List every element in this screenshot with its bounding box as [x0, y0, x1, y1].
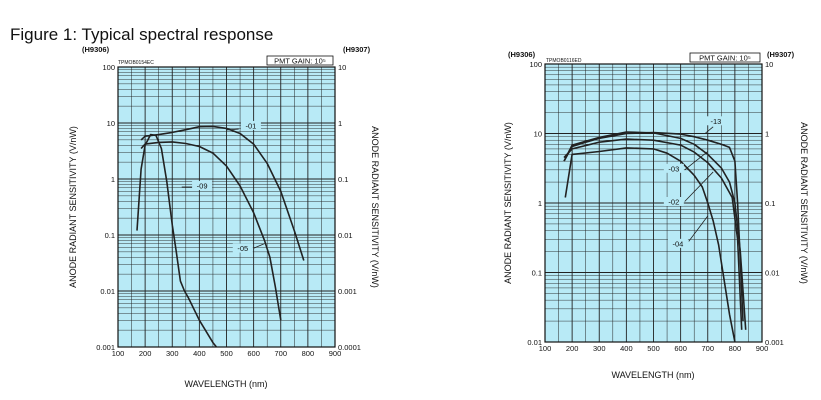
x-tick-label: 400 [620, 344, 633, 353]
y-tick-label-right: 0.1 [338, 175, 348, 184]
y-axis-title-right: ANODE RADIANT SENSITIVITY (V/nW) [799, 122, 809, 284]
x-tick-label: 300 [593, 344, 606, 353]
x-tick-label: 600 [247, 349, 260, 358]
y-tick-label-right: 0.001 [338, 287, 357, 296]
y-tick-label-left: 10 [107, 119, 115, 128]
series-line-02 [563, 138, 743, 330]
x-tick-label: 700 [274, 349, 287, 358]
y-axis-title-left: ANODE RADIANT SENSITIVITY (V/nW) [68, 126, 78, 288]
y-tick-label-left: 0.001 [96, 343, 115, 352]
series-label-bg [667, 238, 688, 248]
leader-line [253, 243, 265, 249]
gain-box [266, 55, 334, 66]
leader-line [684, 171, 714, 202]
y-tick-label-left: 0.1 [532, 269, 542, 278]
x-tick-label: 400 [193, 349, 206, 358]
x-tick-label: 100 [539, 344, 552, 353]
tick-labels-left: 100 200 300 400 500 600 700 800 900 0.001 0.01 0.1 1… [96, 63, 361, 358]
x-tick-label: 100 [112, 349, 125, 358]
y-tick-label-right: 0.01 [765, 269, 780, 278]
x-tick-label: 500 [220, 349, 233, 358]
y-tick-label-left: 1 [538, 199, 542, 208]
y-tick-label-right: 1 [765, 130, 769, 139]
chart-left: -01-05-09 100 200 300 400 500 600 700 800 9000.0… [68, 45, 380, 389]
graph-code: TPMOB0116ED [546, 58, 582, 64]
series-line-13 [563, 131, 744, 322]
chart-right: -13 -03 -02 -04 100 200 300 400 500 600 700 800 900… [503, 50, 809, 380]
grid-left [118, 67, 335, 347]
leader-line [688, 215, 709, 242]
model-right-label: (H9307) [767, 50, 795, 59]
y-tick-label-right: 0.001 [765, 338, 784, 347]
y-axis-title-left: ANODE RADIANT SENSITIVITY (V/nW) [503, 122, 513, 284]
series-line-05 [140, 141, 282, 321]
y-tick-label-right: 0.0001 [338, 343, 361, 352]
model-left-label: (H9306) [508, 50, 536, 59]
x-axis-title: WAVELENGTH (nm) [184, 379, 267, 389]
y-tick-label-left: 100 [529, 60, 542, 69]
curve-labels-left: -01 -05 -09 [181, 120, 265, 253]
series-label-bg [232, 243, 253, 253]
series-label-bg [192, 180, 213, 190]
y-tick-label-right: 0.1 [765, 199, 775, 208]
x-tick-label: 700 [701, 344, 714, 353]
curves-left [136, 125, 305, 347]
leader-line [684, 151, 708, 171]
series-line-09 [136, 133, 218, 347]
x-tick-label: 800 [302, 349, 315, 358]
figure-title: Figure 1: Typical spectral response [10, 25, 274, 44]
x-tick-label: 800 [729, 344, 742, 353]
curve-labels-right: -13 -03 -02 -04 [663, 116, 726, 248]
y-axis-title-right: ANODE RADIANT SENSITIVITY (V/nW) [370, 126, 380, 288]
series-line-04 [564, 147, 736, 342]
model-left-label: (H9306) [82, 45, 110, 54]
gain-box [689, 52, 761, 63]
grid-right [545, 64, 762, 342]
plot-frame-right [544, 63, 763, 343]
series-label-bg [705, 116, 726, 126]
model-right-label: (H9307) [343, 45, 371, 54]
x-tick-label: 500 [647, 344, 660, 353]
leader-line [226, 128, 239, 131]
series-label: -05 [237, 244, 248, 253]
x-tick-label: 300 [166, 349, 179, 358]
curves-right [563, 131, 747, 342]
series-label: -01 [245, 121, 256, 130]
y-tick-label-left: 0.1 [105, 231, 115, 240]
y-tick-label-left: 0.01 [527, 338, 542, 347]
x-tick-label: 200 [566, 344, 579, 353]
gain-label: PMT GAIN: 10⁵ [699, 54, 751, 63]
series-label-bg [240, 120, 261, 130]
plot-frame-left [117, 66, 336, 348]
graph-code: TPMOB0154EC [118, 60, 154, 66]
y-tick-label-right: 10 [765, 60, 773, 69]
series-label: -13 [710, 117, 721, 126]
y-tick-label-left: 10 [534, 130, 542, 139]
y-tick-label-right: 1 [338, 119, 342, 128]
x-tick-label: 200 [139, 349, 152, 358]
y-tick-label-right: 10 [338, 63, 346, 72]
x-tick-label: 600 [674, 344, 687, 353]
leader-line [704, 126, 714, 134]
x-tick-label: 900 [756, 344, 769, 353]
series-label-bg [663, 197, 684, 206]
y-tick-label-left: 100 [102, 63, 115, 72]
y-tick-label-left: 0.01 [100, 287, 115, 296]
series-label: -02 [668, 198, 679, 207]
x-tick-label: 900 [329, 349, 342, 358]
y-tick-label-right: 0.01 [338, 231, 353, 240]
series-label: -03 [668, 164, 679, 173]
y-tick-label-left: 1 [111, 175, 115, 184]
series-label-bg [663, 163, 684, 173]
series-label: -04 [672, 239, 683, 248]
tick-labels-right: 100 200 300 400 500 600 700 800 9000.010.1110100… [527, 60, 783, 353]
series-label: -09 [197, 181, 208, 190]
gain-label: PMT GAIN: 10⁵ [274, 57, 326, 66]
series-line-01 [140, 125, 305, 261]
series-line-03 [563, 131, 747, 330]
x-axis-title: WAVELENGTH (nm) [611, 370, 694, 380]
